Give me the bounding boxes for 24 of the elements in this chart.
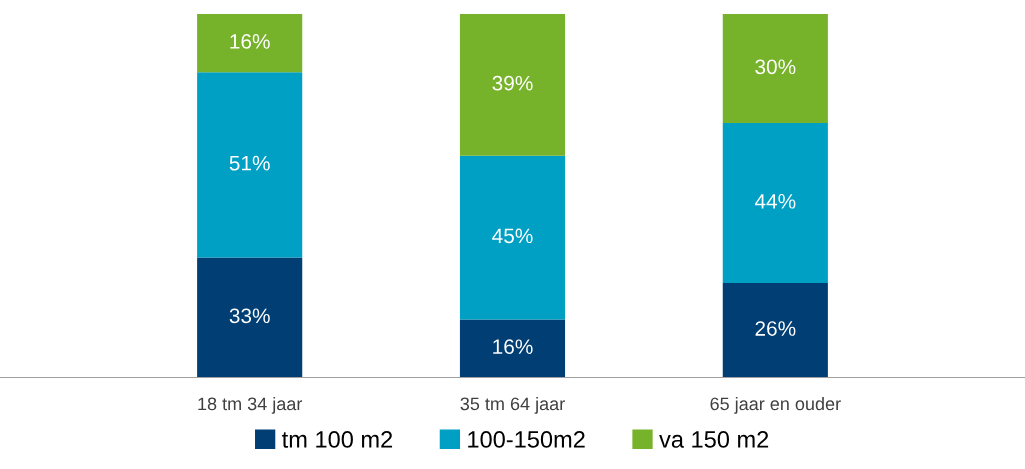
x-tick-label: 65 jaar en ouder (710, 396, 841, 414)
data-label: 33% (229, 308, 270, 324)
bar (459, 155, 566, 320)
data-label: 30% (755, 59, 796, 75)
data-label: 44% (754, 194, 796, 209)
bar (459, 319, 566, 378)
data-label: 45% (492, 228, 533, 244)
legend-label: va 150 m2 (659, 431, 769, 448)
x-tick-label: 18 tm 34 jaar (198, 396, 303, 414)
data-label: 26% (755, 321, 796, 336)
x-tick-label: 35 tm 64 jaar (460, 396, 565, 414)
bar (722, 123, 828, 284)
bar (197, 14, 303, 73)
bar (722, 283, 828, 378)
bar (459, 14, 566, 156)
data-label: 16% (493, 339, 533, 355)
bar (197, 72, 303, 258)
bar (197, 257, 303, 378)
bar (722, 14, 828, 124)
legend-label: tm 100 m2 (282, 431, 393, 448)
data-label: 51% (229, 155, 270, 171)
legend-label: 100-150m2 (468, 431, 585, 448)
data-label: 16% (230, 33, 270, 49)
data-label: 39% (492, 75, 533, 91)
